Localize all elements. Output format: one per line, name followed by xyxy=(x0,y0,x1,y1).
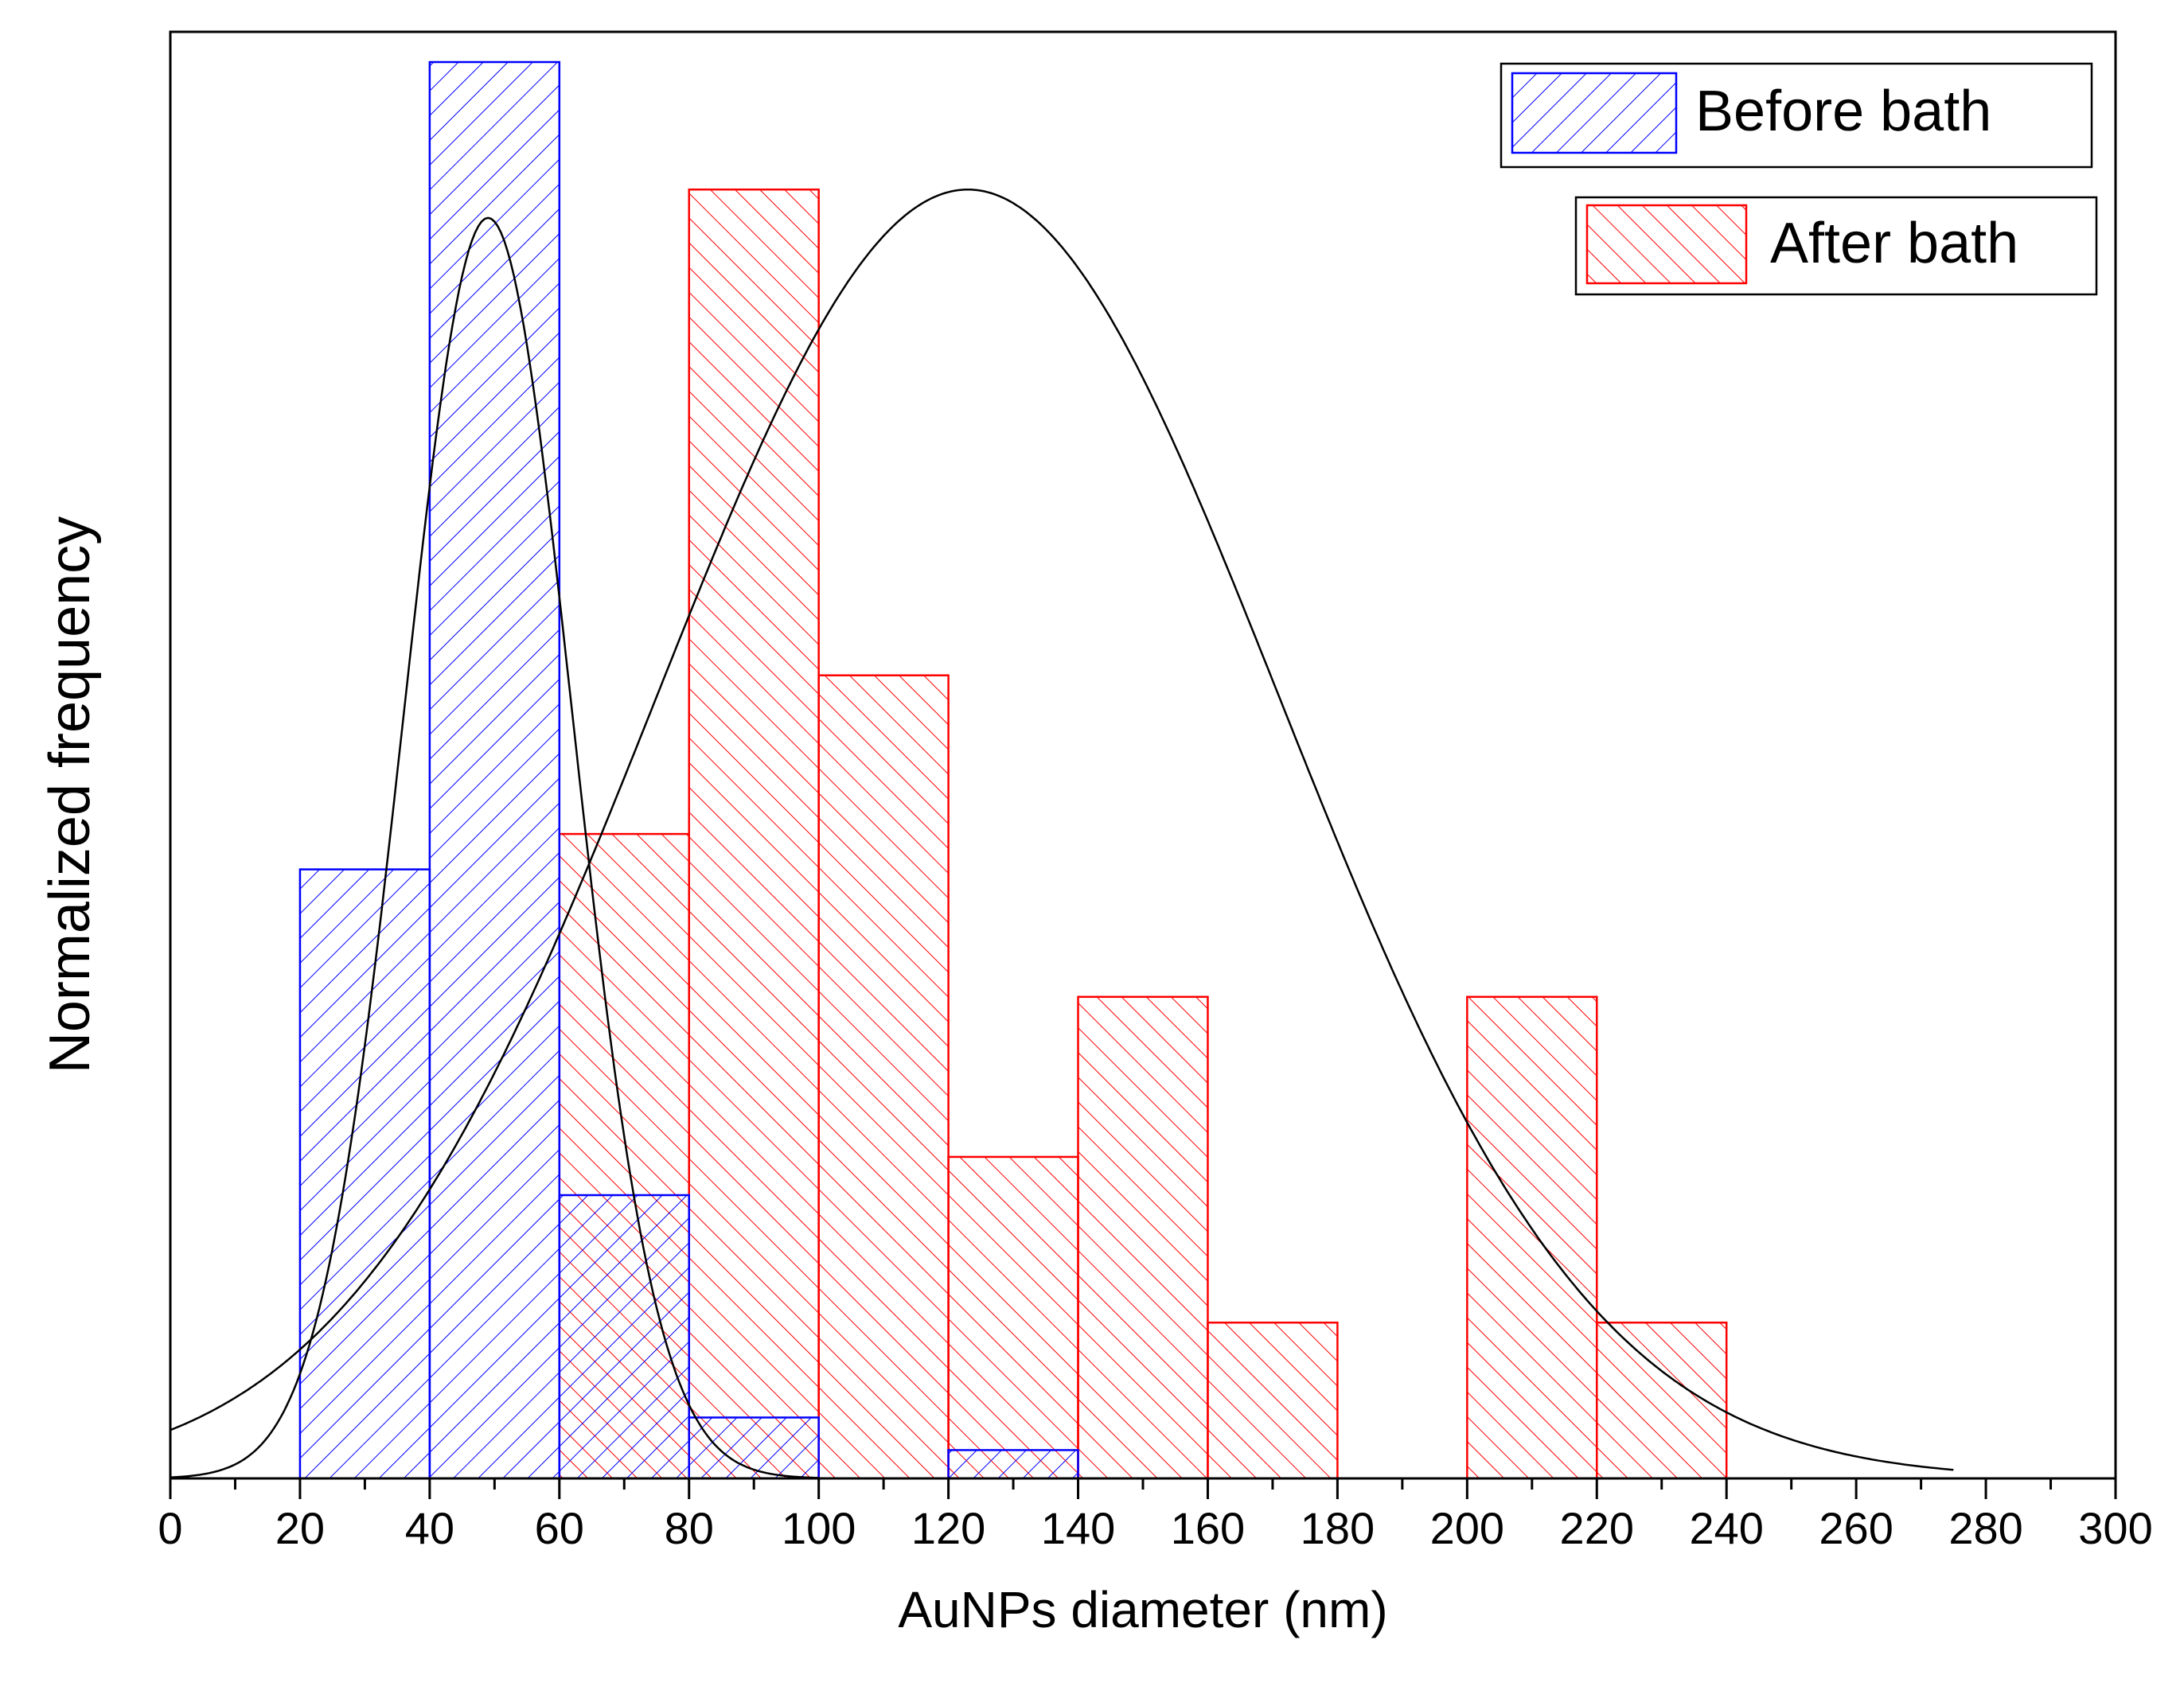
before-bath-bar-40-60 xyxy=(428,60,561,1480)
after-bath-bar-100-120 xyxy=(817,674,950,1480)
x-tick-label-120: 120 xyxy=(911,1503,985,1553)
after-bath-bars xyxy=(558,188,1728,1480)
after-bath-bar-140-160 xyxy=(1077,995,1209,1480)
x-tick-label-200: 200 xyxy=(1430,1503,1504,1553)
before-bath-bar-120-140 xyxy=(947,1449,1079,1480)
before-bath-fit-curve xyxy=(170,216,819,1479)
x-tick-label-20: 20 xyxy=(275,1503,325,1553)
after-bath-bar-200-220 xyxy=(1466,995,1598,1480)
legend-swatch-before-bath xyxy=(1511,72,1678,154)
after-bath-bar-160-180 xyxy=(1207,1321,1339,1480)
after-bath-bar-120-140 xyxy=(947,1155,1079,1480)
x-axis-ticks xyxy=(169,1478,2117,1499)
legend-label-after-bath: After bath xyxy=(1770,212,2018,275)
legend-item-before-bath: Before bath xyxy=(1500,62,2093,169)
legend-item-after-bath: After bath xyxy=(1574,196,2098,296)
legend-label-before-bath: Before bath xyxy=(1695,80,1991,143)
legend: Before bath After bath xyxy=(1500,62,2098,296)
x-tick-label-80: 80 xyxy=(665,1503,714,1553)
x-axis-label: AuNPs diameter (nm) xyxy=(898,1581,1387,1638)
x-tick-label-160: 160 xyxy=(1171,1503,1245,1553)
x-axis-tick-labels: 0 20 40 60 80 100 120 140 160 180 200 220 240 260 280 3… xyxy=(158,1503,2152,1553)
x-tick-label-240: 240 xyxy=(1689,1503,1763,1553)
x-tick-label-40: 40 xyxy=(405,1503,454,1553)
before-bath-bars xyxy=(298,60,1079,1480)
before-bath-bar-80-100 xyxy=(688,1416,820,1480)
x-tick-label-100: 100 xyxy=(782,1503,856,1553)
x-tick-label-300: 300 xyxy=(2078,1503,2152,1553)
before-bath-bar-20-40 xyxy=(298,868,431,1480)
y-axis-label: Normalized frequency xyxy=(38,516,102,1073)
x-tick-label-0: 0 xyxy=(158,1503,182,1553)
x-tick-label-220: 220 xyxy=(1560,1503,1634,1553)
after-bath-bar-80-100 xyxy=(688,188,820,1480)
gaussian-fit-curves xyxy=(170,188,1954,1479)
x-tick-label-180: 180 xyxy=(1301,1503,1375,1553)
before-bath-bar-60-80 xyxy=(558,1194,690,1480)
x-tick-label-260: 260 xyxy=(1819,1503,1893,1553)
after-bath-fit-curve xyxy=(170,188,1954,1471)
x-tick-label-140: 140 xyxy=(1041,1503,1115,1553)
x-tick-label-60: 60 xyxy=(535,1503,584,1553)
x-tick-label-280: 280 xyxy=(1948,1503,2022,1553)
legend-swatch-after-bath xyxy=(1585,204,1748,285)
